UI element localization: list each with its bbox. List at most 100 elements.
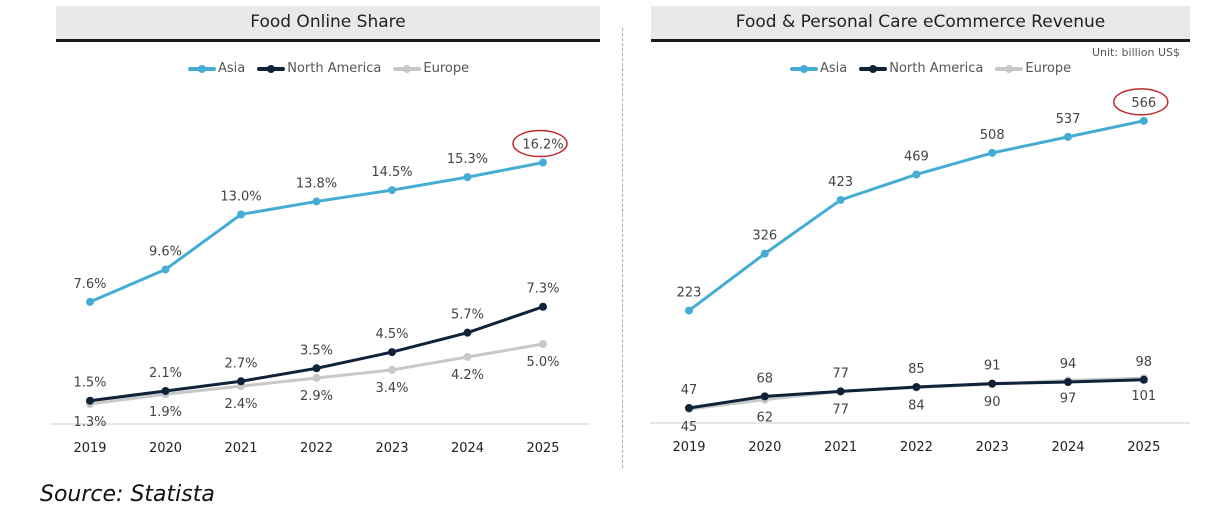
unit-label: Unit: billion US$ (1091, 46, 1180, 59)
data-point (760, 392, 769, 401)
legend-item-north-america: North America (257, 61, 381, 76)
data-label: 47 (681, 383, 698, 398)
x-tick-label: 2023 (976, 440, 1009, 455)
legend-right: Asia North America Europe (790, 61, 1071, 76)
data-point (836, 195, 845, 204)
x-tick-label: 2023 (375, 441, 408, 456)
data-label: 14.5% (371, 165, 412, 180)
data-point (388, 348, 396, 357)
data-point (988, 148, 997, 157)
data-point (161, 386, 170, 395)
legend-label: Asia (218, 61, 246, 76)
legend-label: Europe (1025, 61, 1072, 76)
data-label: 77 (832, 366, 849, 381)
data-label: 7.3% (526, 282, 559, 297)
data-label: 2.1% (149, 366, 182, 381)
x-tick-label: 2020 (748, 440, 781, 455)
x-tick-label: 2025 (526, 441, 559, 456)
data-label: 77 (832, 402, 849, 417)
data-label: 2.4% (224, 397, 257, 412)
chart-title-left: Food Online Share (56, 6, 600, 42)
x-tick-label: 2022 (900, 440, 933, 455)
data-label: 91 (984, 359, 1001, 374)
x-tick-label: 2025 (1127, 440, 1160, 455)
data-label: 84 (908, 399, 925, 414)
data-label: 3.4% (375, 381, 408, 396)
data-label: 5.0% (526, 355, 559, 370)
data-label: 2.7% (224, 356, 257, 371)
data-point (1064, 377, 1072, 386)
legend-swatch-icon (393, 64, 422, 73)
data-label: 13.8% (296, 176, 337, 191)
source-note: Source: Statista (40, 482, 215, 507)
data-label: 1.5% (73, 376, 106, 391)
data-label: 94 (1060, 357, 1077, 372)
legend-swatch-icon (859, 64, 888, 73)
legend-item-north-america: North America (859, 61, 983, 76)
data-label: 508 (980, 128, 1005, 143)
data-point (539, 340, 547, 348)
data-label: 566 (1131, 96, 1156, 111)
x-tick-label: 2022 (300, 441, 333, 456)
data-point (988, 379, 997, 388)
data-label: 90 (984, 395, 1001, 410)
data-label: 45 (681, 420, 698, 435)
data-point (312, 364, 321, 373)
data-point (912, 382, 921, 391)
data-label: 62 (757, 411, 774, 426)
x-tick-label: 2024 (451, 441, 484, 456)
x-tick-label: 2021 (224, 441, 257, 456)
highlight-circle (512, 129, 568, 158)
data-point (237, 377, 245, 386)
data-point (388, 186, 396, 195)
data-label: 15.3% (447, 152, 488, 167)
data-label: 4.2% (451, 368, 484, 383)
data-point (912, 170, 921, 179)
data-label: 2.9% (300, 389, 333, 404)
data-point (312, 374, 321, 383)
data-label: 13.0% (220, 189, 261, 204)
data-point (685, 403, 693, 412)
legend-label: Europe (423, 61, 470, 76)
legend-label: Asia (820, 61, 848, 76)
legend-swatch-icon (995, 64, 1024, 73)
data-label: 423 (828, 175, 853, 190)
legend-item-asia: Asia (188, 61, 245, 76)
legend-item-europe: Europe (393, 61, 469, 76)
data-point (388, 365, 396, 374)
data-point (161, 265, 170, 274)
legend-swatch-icon (790, 64, 818, 73)
data-label: 1.3% (73, 415, 106, 430)
data-label: 9.6% (149, 244, 182, 259)
data-label: 223 (677, 286, 702, 301)
data-label: 97 (1060, 391, 1077, 406)
data-label: 101 (1131, 389, 1156, 404)
data-point (463, 352, 472, 361)
data-point (539, 302, 547, 311)
legend-item-asia: Asia (790, 61, 847, 76)
x-tick-label: 2019 (672, 440, 705, 455)
data-label: 68 (757, 371, 774, 386)
data-point (1139, 375, 1148, 384)
data-label: 4.5% (375, 327, 408, 342)
data-label: 469 (904, 149, 929, 164)
legend-left: Asia North America Europe (188, 61, 469, 76)
data-point (685, 306, 693, 315)
data-label: 326 (752, 229, 777, 244)
data-label: 16.2% (522, 138, 563, 153)
legend-label: North America (889, 61, 984, 76)
data-point (312, 197, 321, 206)
legend-swatch-icon (188, 64, 216, 73)
data-point (539, 158, 547, 167)
legend-label: North America (287, 61, 382, 76)
data-label: 3.5% (300, 343, 333, 358)
data-point (1064, 132, 1072, 141)
data-point (760, 249, 769, 258)
x-tick-label: 2021 (824, 440, 857, 455)
x-tick-label: 2019 (73, 441, 106, 456)
divider (622, 28, 623, 468)
data-point (237, 210, 245, 219)
data-label: 5.7% (451, 308, 484, 323)
data-label: 1.9% (149, 405, 182, 420)
